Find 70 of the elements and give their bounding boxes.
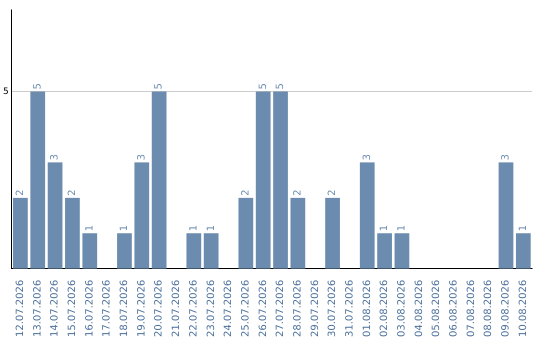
data-label: 3 xyxy=(136,154,148,160)
bar xyxy=(394,233,410,269)
x-tick-label: 26.07.2026 xyxy=(258,280,269,338)
x-tick-label: 12.07.2026 xyxy=(14,280,26,338)
bar xyxy=(238,198,254,269)
bar xyxy=(117,233,132,269)
x-tick-label: 25.07.2026 xyxy=(240,280,252,338)
x-tick-label: 29.07.2026 xyxy=(310,280,321,338)
bar xyxy=(360,162,375,269)
x-tick-label: 13.07.2026 xyxy=(32,280,44,338)
bar xyxy=(65,198,80,269)
bar xyxy=(273,92,288,269)
data-label: 2 xyxy=(14,189,26,196)
data-label: 5 xyxy=(32,83,44,90)
bar xyxy=(13,198,28,269)
bar xyxy=(186,233,202,269)
x-tick-label: 31.07.2026 xyxy=(344,280,356,338)
x-tick-label: 28.07.2026 xyxy=(292,280,304,338)
data-label: 5 xyxy=(154,83,165,90)
x-tick-label: 30.07.2026 xyxy=(327,280,338,338)
x-tick-label: 14.07.2026 xyxy=(50,280,61,338)
data-label: 2 xyxy=(67,189,78,196)
data-label: 1 xyxy=(379,224,390,232)
data-label: 1 xyxy=(396,224,408,232)
data-label: 3 xyxy=(500,154,512,160)
data-label: 1 xyxy=(119,224,130,232)
bar xyxy=(325,198,340,269)
x-tick-label: 06.08.2026 xyxy=(448,280,460,338)
x-tick-label: 27.07.2026 xyxy=(275,280,286,338)
x-tick-label: 04.08.2026 xyxy=(414,280,425,338)
bar xyxy=(30,92,46,269)
x-tick-label: 20.07.2026 xyxy=(154,280,165,338)
data-label: 3 xyxy=(362,154,373,160)
data-label: 1 xyxy=(84,224,96,232)
x-tick-label: 18.07.2026 xyxy=(119,280,130,338)
bar xyxy=(48,162,62,269)
x-tick-label: 19.07.2026 xyxy=(136,280,148,338)
x-tick-label: 15.07.2026 xyxy=(67,280,78,338)
bar xyxy=(516,233,531,269)
data-label: 1 xyxy=(188,224,200,232)
x-tick-label: 07.08.2026 xyxy=(466,280,477,338)
x-tick-label: 02.08.2026 xyxy=(379,280,390,338)
bar xyxy=(498,162,514,269)
data-label: 2 xyxy=(327,189,338,196)
data-label: 3 xyxy=(50,154,61,160)
data-label: 5 xyxy=(275,83,286,90)
x-tick-label: 08.08.2026 xyxy=(483,280,494,338)
x-tick-label: 09.08.2026 xyxy=(500,280,512,338)
data-label: 2 xyxy=(292,189,304,196)
x-tick-label: 03.08.2026 xyxy=(396,280,408,338)
bar xyxy=(256,92,271,269)
data-label: 1 xyxy=(518,224,529,232)
bar xyxy=(204,233,219,269)
x-tick-label: 21.07.2026 xyxy=(171,280,182,338)
bar xyxy=(152,92,167,269)
x-tick-label: 10.08.2026 xyxy=(518,280,529,338)
bar xyxy=(134,162,150,269)
x-tick-label: 01.08.2026 xyxy=(362,280,373,338)
data-label: 1 xyxy=(206,224,217,232)
x-tick-label: 23.07.2026 xyxy=(206,280,217,338)
bar xyxy=(377,233,392,269)
bar xyxy=(82,233,98,269)
x-tick-label: 05.08.2026 xyxy=(431,280,442,338)
data-label: 5 xyxy=(258,83,269,90)
x-tick-label: 16.07.2026 xyxy=(84,280,96,338)
x-tick-label: 17.07.2026 xyxy=(102,280,113,338)
data-label: 2 xyxy=(240,189,252,196)
x-tick-label: 22.07.2026 xyxy=(188,280,200,338)
x-tick-label: 24.07.2026 xyxy=(223,280,234,338)
bar xyxy=(290,198,306,269)
